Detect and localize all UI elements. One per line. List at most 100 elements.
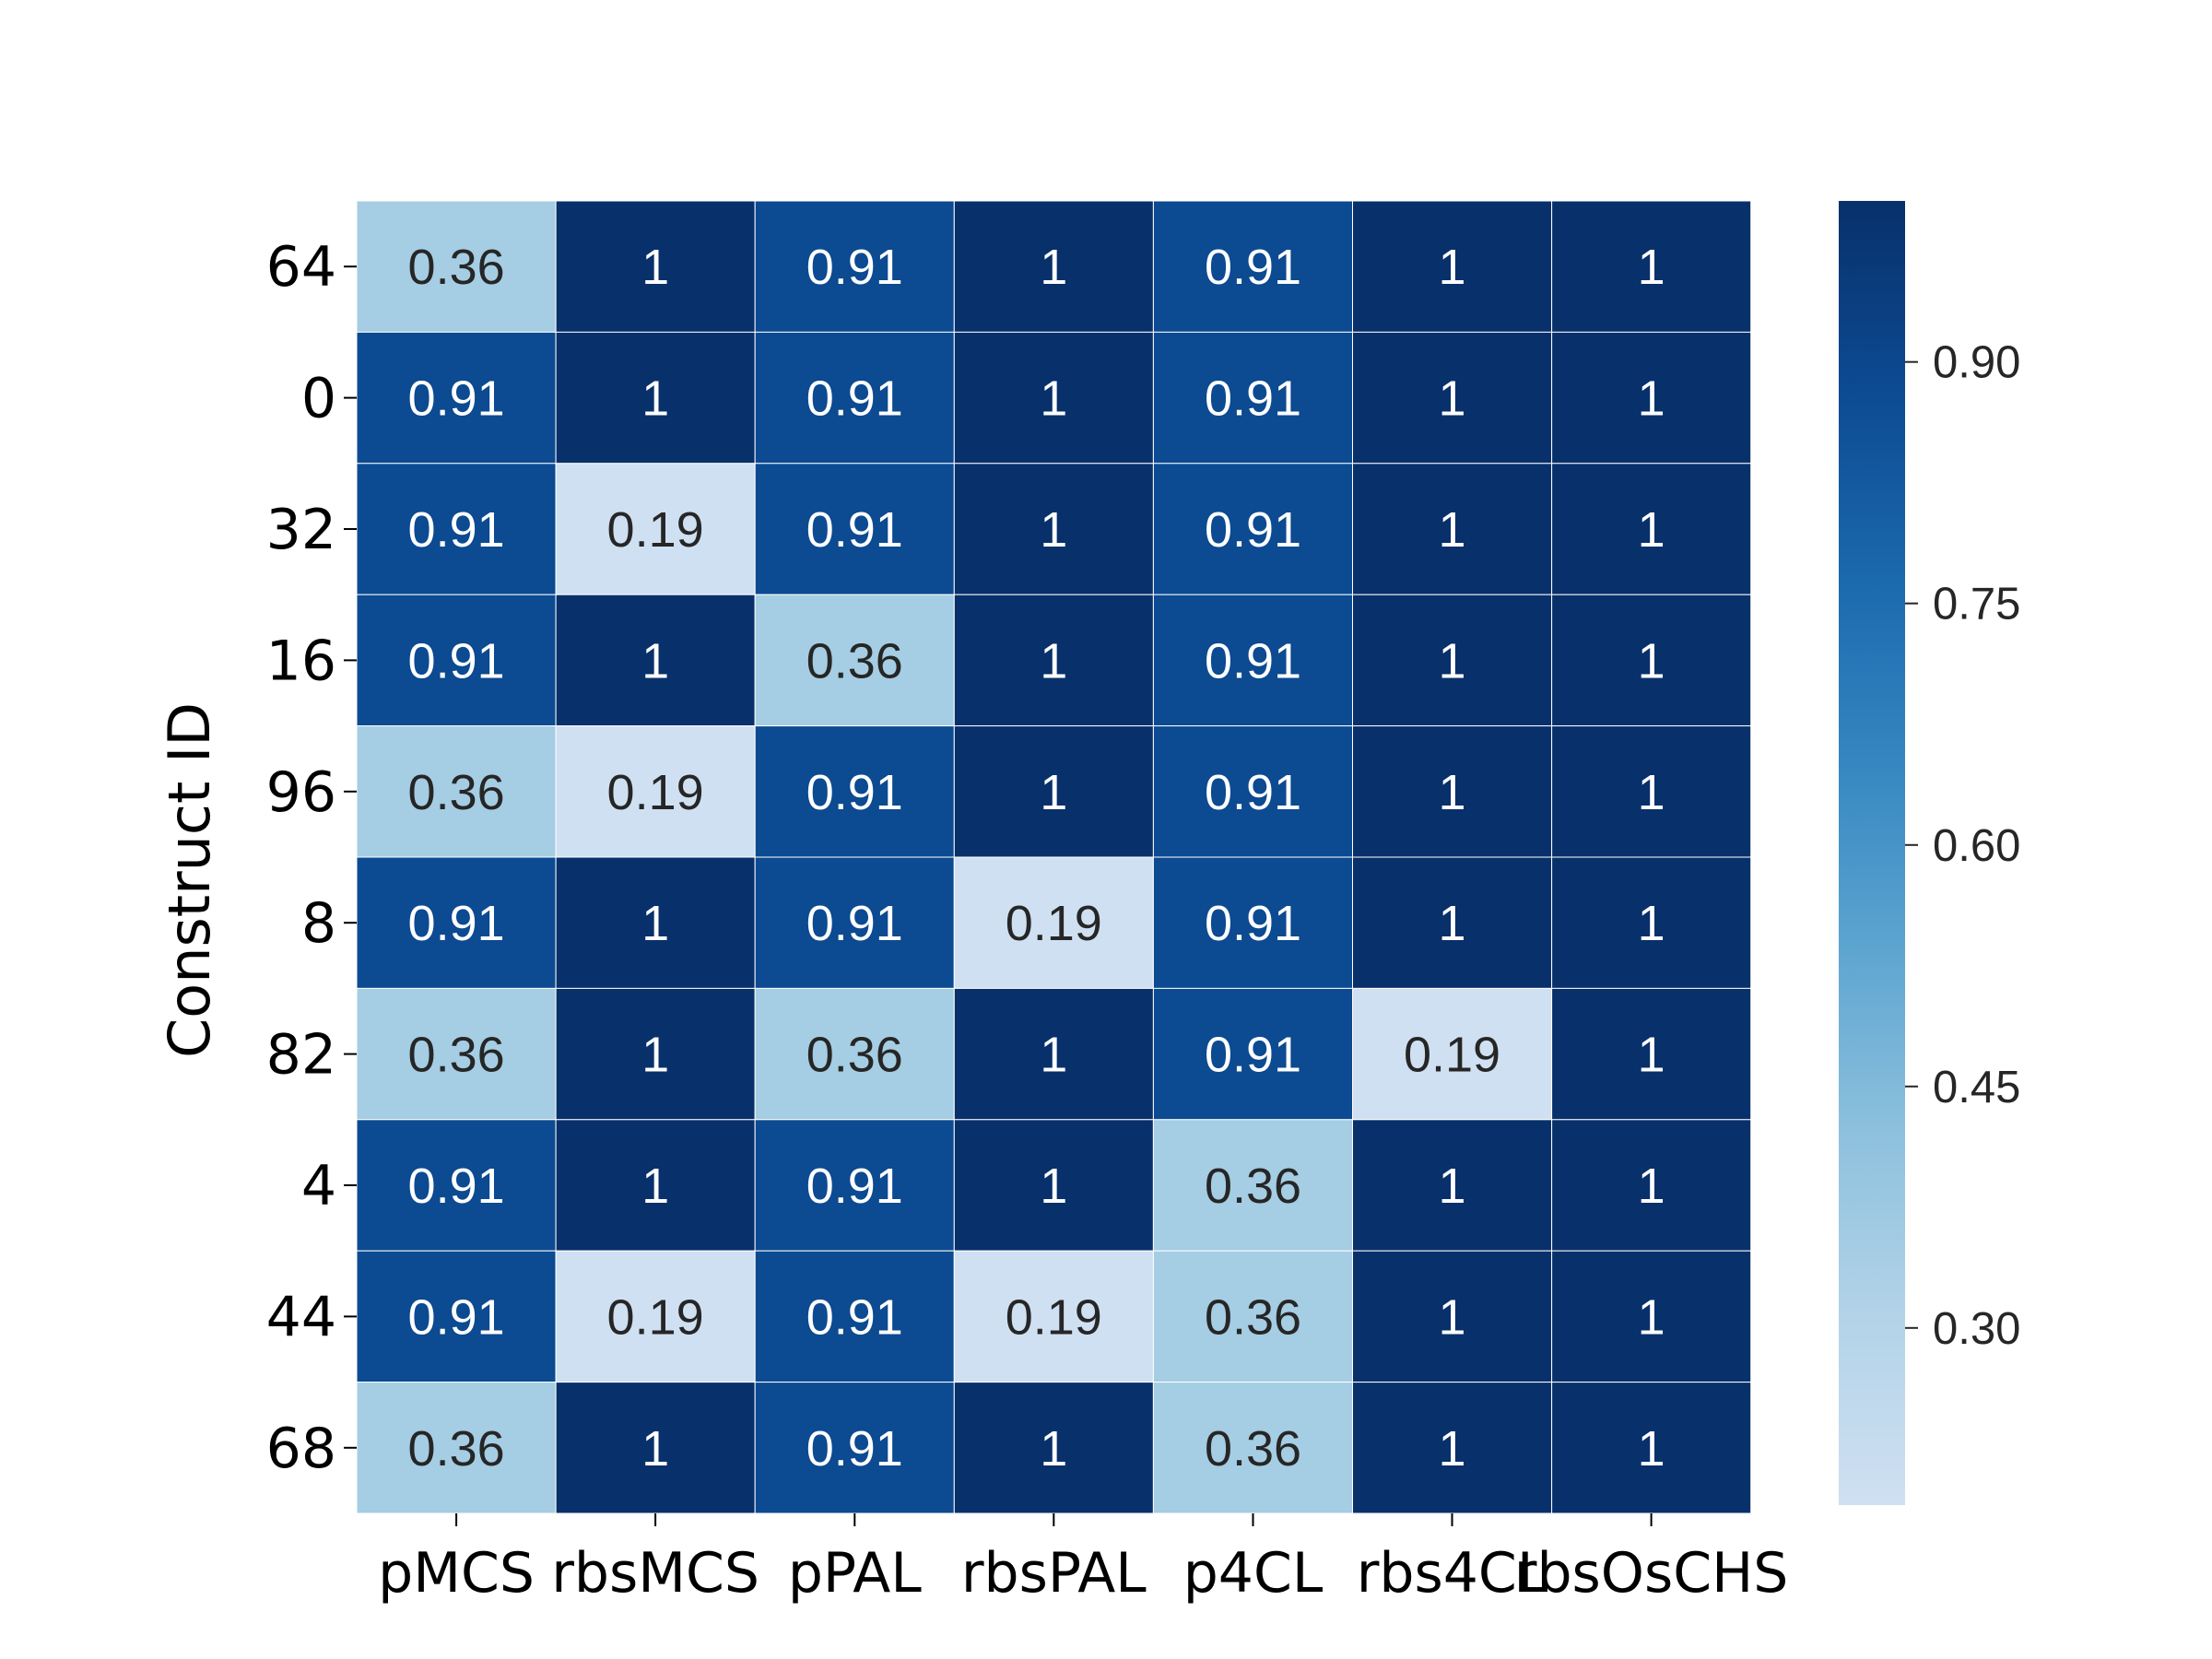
cell-value-label: 0.91 (1205, 633, 1301, 688)
heatmap-cell-r0-c3 (953, 200, 1154, 333)
cell-value-label: 1 (1438, 371, 1465, 427)
heatmap-cell-r9-c4 (1152, 1382, 1354, 1514)
heatmap-cell-r4-c5 (1352, 725, 1553, 858)
heatmap-cell-r8-c2 (754, 1250, 955, 1383)
heatmap-cell-r5-c0 (356, 856, 557, 989)
cell-value-label: 0.91 (1205, 240, 1301, 295)
cell-value-label: 1 (1438, 896, 1465, 951)
heatmap-cell-r1-c2 (754, 331, 955, 465)
heatmap-cell-r0-c2 (754, 200, 955, 333)
cell-value-label: 1 (1040, 1421, 1067, 1477)
y-tick-label: 64 (266, 235, 336, 300)
heatmap-cell-r6-c4 (1152, 987, 1354, 1121)
heatmap-cell-r8-c4 (1152, 1250, 1354, 1383)
heatmap-cell-r1-c5 (1352, 331, 1553, 465)
y-tick-label: 44 (266, 1285, 336, 1349)
cell-value-label: 1 (1438, 240, 1465, 295)
heatmap-cell-r5-c4 (1152, 856, 1354, 989)
cell-value-label: 1 (1638, 1028, 1665, 1083)
cell-value-label: 1 (1438, 502, 1465, 558)
cell-value-label: 1 (1638, 896, 1665, 951)
heatmap-cell-r2-c4 (1152, 463, 1354, 595)
y-tick-label: 8 (301, 891, 336, 956)
cell-value-label: 0.91 (408, 1289, 505, 1345)
x-tick-label: rbsOsCHS (1514, 1541, 1789, 1606)
cell-value-label: 0.91 (1205, 765, 1301, 820)
colorbar-tick-label: 0.60 (1933, 821, 2020, 871)
x-tick-label: rbs4CL (1357, 1541, 1548, 1606)
cell-value-label: 0.91 (806, 502, 903, 558)
y-tick-label: 0 (301, 367, 336, 431)
heatmap-cell-r3-c0 (356, 594, 557, 727)
heatmap-cell-r0-c6 (1551, 200, 1752, 333)
heatmap-cell-r4-c2 (754, 725, 955, 858)
heatmap-cell-r1-c0 (356, 331, 557, 465)
x-tick-label: p4CL (1183, 1541, 1324, 1606)
heatmap-cell-r1-c6 (1551, 331, 1752, 465)
heatmap-cell-r6-c2 (754, 987, 955, 1121)
heatmap-cell-r6-c6 (1551, 987, 1752, 1121)
cell-value-label: 1 (1638, 765, 1665, 820)
cell-value-label: 1 (1638, 371, 1665, 427)
heatmap-cell-r5-c3 (953, 856, 1154, 989)
cell-value-label: 1 (641, 633, 669, 688)
cell-value-label: 1 (1638, 502, 1665, 558)
heatmap-cell-r2-c0 (356, 463, 557, 595)
heatmap-cell-r9-c3 (953, 1382, 1154, 1514)
cell-value-label: 0.91 (408, 896, 505, 951)
cell-value-label: 0.91 (806, 371, 903, 427)
cell-value-label: 0.36 (408, 240, 505, 295)
heatmap-cell-r1-c4 (1152, 331, 1354, 465)
heatmap-cell-r4-c0 (356, 725, 557, 858)
cell-value-label: 0.36 (408, 1028, 505, 1083)
cell-value-label: 0.91 (806, 1289, 903, 1345)
heatmap-cell-r7-c0 (356, 1119, 557, 1252)
cell-value-label: 1 (641, 1028, 669, 1083)
cell-value-label: 0.36 (1205, 1159, 1301, 1214)
cell-value-label: 0.19 (1006, 1289, 1102, 1345)
heatmap-cell-r3-c6 (1551, 594, 1752, 727)
cell-value-label: 0.91 (1205, 1028, 1301, 1083)
cell-value-label: 0.91 (806, 1421, 903, 1477)
heatmap-cell-r7-c1 (555, 1119, 756, 1252)
cell-value-label: 0.36 (806, 1028, 903, 1083)
heatmap-cell-r2-c5 (1352, 463, 1553, 595)
cell-value-label: 0.91 (408, 371, 505, 427)
cell-value-label: 1 (1638, 1421, 1665, 1477)
heatmap-cell-r0-c1 (555, 200, 756, 333)
cell-value-label: 0.91 (806, 1159, 903, 1214)
cell-value-label: 1 (1438, 1289, 1465, 1345)
y-tick-label: 16 (266, 629, 336, 693)
colorbar-tick-label: 0.75 (1933, 580, 2020, 629)
cell-value-label: 0.91 (1205, 502, 1301, 558)
cell-value-label: 1 (1638, 1289, 1665, 1345)
heatmap-cell-r9-c0 (356, 1382, 557, 1514)
heatmap-cell-r8-c5 (1352, 1250, 1553, 1383)
y-tick-label: 32 (266, 498, 336, 562)
heatmap-cell-r9-c6 (1551, 1382, 1752, 1514)
heatmap-cell-r2-c1 (555, 463, 756, 595)
cell-value-label: 0.19 (1404, 1028, 1500, 1083)
heatmap-cell-r7-c3 (953, 1119, 1154, 1252)
cell-value-label: 1 (1638, 240, 1665, 295)
x-tick-label: rbsPAL (961, 1541, 1147, 1606)
cell-value-label: 1 (1040, 371, 1067, 427)
heatmap-cell-r5-c6 (1551, 856, 1752, 989)
colorbar-tick-label: 0.90 (1933, 338, 2020, 388)
heatmap-cell-r6-c1 (555, 987, 756, 1121)
cell-value-label: 0.91 (806, 240, 903, 295)
heatmap-cell-r3-c5 (1352, 594, 1553, 727)
heatmap-cell-r9-c2 (754, 1382, 955, 1514)
heatmap-cell-r0-c4 (1152, 200, 1354, 333)
cell-value-label: 0.91 (408, 1159, 505, 1214)
cell-value-label: 0.36 (1205, 1289, 1301, 1345)
cell-value-label: 1 (1638, 633, 1665, 688)
heatmap-cell-r7-c5 (1352, 1119, 1553, 1252)
heatmap-cells: 0.36 1 0.91 1 0.91 1 1 0.91 1 0.91 1 0.91 1 1 0.91 0.19… (356, 200, 1752, 1514)
cell-value-label: 1 (1040, 1028, 1067, 1083)
cell-value-label: 1 (641, 371, 669, 427)
cell-value-label: 0.36 (806, 633, 903, 688)
heatmap-cell-r2-c2 (754, 463, 955, 595)
x-tick-label: rbsMCS (551, 1541, 759, 1606)
